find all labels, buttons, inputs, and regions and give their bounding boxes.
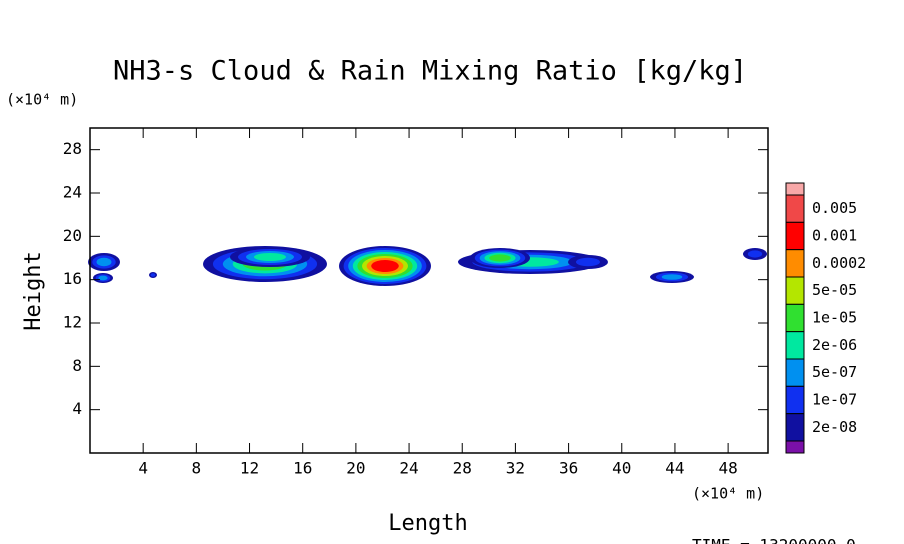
y-tick-label: 8	[72, 356, 82, 375]
contour-blob	[98, 275, 108, 281]
x-tick-label: 44	[665, 459, 684, 478]
colorbar-label: 5e-05	[812, 281, 857, 299]
x-tick-label: 8	[192, 459, 202, 478]
colorbar-label: 1e-07	[812, 391, 857, 409]
colorbar-cell	[785, 221, 805, 251]
x-tick-label: 24	[399, 459, 418, 478]
colorbar-cell	[785, 385, 805, 415]
colorbar-label: 0.001	[812, 227, 857, 245]
y-tick-label: 16	[63, 269, 82, 288]
x-tick-label: 32	[506, 459, 525, 478]
footer: TIME = 13200000.0	[692, 536, 856, 544]
colorbar-cell	[785, 413, 805, 442]
contour-field	[88, 246, 767, 286]
colorbar-cell	[785, 249, 805, 278]
x-tick-label: 40	[612, 459, 631, 478]
x-tick-label: 4	[138, 459, 148, 478]
contour-blob	[96, 257, 112, 267]
contour-blob	[371, 260, 399, 272]
y-tick-label: 12	[63, 313, 82, 332]
x-tick-label: 12	[240, 459, 259, 478]
y-tick-label: 4	[72, 399, 82, 418]
x-tick-label: 16	[293, 459, 312, 478]
x-unit: (×10⁴ m)	[692, 485, 764, 503]
y-axis-label: Height	[21, 251, 46, 330]
x-axis-label: Length	[388, 511, 467, 536]
colorbar-label: 2e-06	[812, 336, 857, 354]
colorbar-cell	[785, 276, 805, 305]
x-tick-label: 36	[559, 459, 578, 478]
colorbar-label: 2e-08	[812, 418, 857, 436]
colorbar-cell	[785, 358, 805, 387]
colorbar-label: 1e-05	[812, 309, 857, 327]
contour-blob	[576, 257, 600, 267]
contour-blob	[489, 254, 511, 262]
colorbar-cell	[785, 182, 805, 196]
colorbar-label: 5e-07	[812, 363, 857, 381]
y-unit: (×10⁴ m)	[6, 91, 78, 109]
contour-blob	[254, 253, 286, 261]
colorbar-cell	[785, 331, 805, 360]
colorbar-label: 0.0002	[812, 254, 866, 272]
colorbar-cell	[785, 303, 805, 333]
y-tick-label: 28	[63, 139, 82, 158]
contour-blob	[150, 273, 156, 277]
contour-blob	[747, 250, 763, 258]
x-tick-label: 20	[346, 459, 365, 478]
plot-frame	[89, 127, 769, 454]
y-tick-label: 24	[63, 183, 82, 202]
x-tick-label: 28	[453, 459, 472, 478]
contour-blob	[661, 274, 683, 280]
x-tick-label: 48	[718, 459, 737, 478]
colorbar-cell	[785, 194, 805, 223]
colorbar-label: 0.005	[812, 199, 857, 217]
chart-title: NH3-s Cloud & Rain Mixing Ratio [kg/kg]	[113, 56, 747, 87]
y-tick-label: 20	[63, 226, 82, 245]
colorbar-cell	[785, 440, 805, 454]
